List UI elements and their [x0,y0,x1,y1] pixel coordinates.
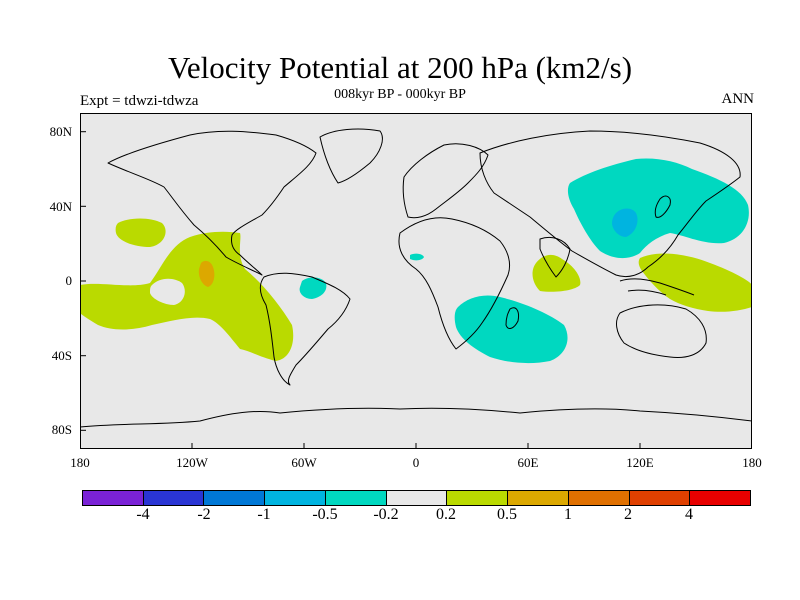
strong-negative-region-japan [612,208,638,237]
colorbar-label: 1 [564,506,572,523]
coast-africa [398,217,511,350]
experiment-label: Expt = tdwzi-tdwza [80,93,199,109]
coast-north-america [107,130,317,276]
positive-region-western-pacific [638,253,752,312]
colorbar-label: -1 [257,506,271,523]
colorbar-label: -0.2 [373,506,399,523]
coast-madagascar [505,307,519,329]
chart-title: Velocity Potential at 200 hPa (km2/s) [167,50,633,85]
lat-ticks [80,131,86,431]
colorbar-cell [567,490,630,506]
colorbar-label: 0.2 [436,506,456,523]
colorbar-label: -4 [136,506,150,523]
negative-region-africa-small [410,253,424,261]
lon-label-180e: 180 [742,455,762,470]
lon-label-120w: 120W [176,455,208,470]
positive-region-north-pacific [115,218,166,247]
coast-asia [479,130,741,278]
coast-maritime-continent [619,278,695,296]
colorbar-label: 2 [624,506,632,523]
negative-region-southern-africa [454,295,568,364]
coastlines [80,128,752,428]
lon-label-0: 0 [412,455,420,470]
colorbar-cell [385,490,448,506]
chart-subtitle: 008kyr BP - 000kyr BP [334,87,466,102]
negative-regions [299,158,749,364]
colorbar-cell [203,490,266,506]
colorbar-cell [324,490,387,506]
colorbar-cell [82,490,144,506]
coast-south-america [259,272,351,386]
positive-region-indian-ocean [532,254,581,292]
colorbar-cell [689,490,752,506]
lat-label-80s: 80S [51,422,72,437]
coast-india [539,236,571,278]
lon-ticks [191,443,641,449]
strong-positive-region-east-pacific [198,260,215,287]
colorbar-cell [264,490,326,506]
colorbar [82,490,752,506]
colorbar-cell [446,490,509,506]
coast-greenland [319,128,383,184]
colorbar-label: 4 [685,506,693,523]
velocity-potential-map [80,113,752,449]
negative-region-south-america [299,277,327,299]
lat-label-40s: 40S [51,348,72,363]
colorbar-label: 0.5 [497,506,517,523]
coast-japan [654,195,671,218]
neutral-hole-east-pacific [150,278,185,305]
period-label: ANN [721,91,755,107]
colorbar-label: -0.5 [312,506,338,523]
colorbar-cell [142,490,205,506]
coast-europe [402,143,489,219]
lon-label-180w: 180 [70,455,90,470]
colorbar-label: -2 [197,506,211,523]
negative-region-east-asia [567,158,749,259]
lon-label-120e: 120E [626,455,654,470]
lon-label-60e: 60E [517,455,539,470]
lat-label-eq: 0 [65,273,73,288]
coast-antarctica [80,407,752,428]
coast-australia [616,304,707,358]
lon-label-60w: 60W [291,455,317,470]
lat-label-80n: 80N [49,124,72,139]
lat-label-40n: 40N [49,199,72,214]
colorbar-cell [628,490,691,506]
colorbar-cell [507,490,569,506]
